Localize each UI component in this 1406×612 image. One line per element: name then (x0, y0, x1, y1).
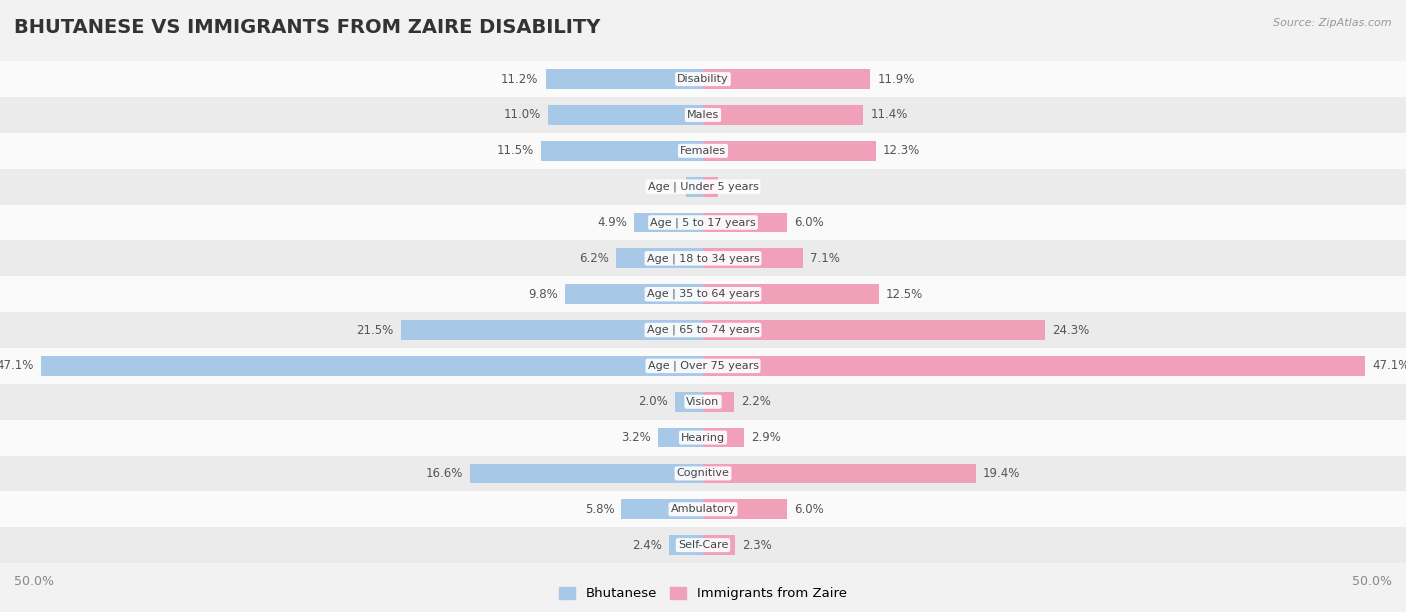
Text: 50.0%: 50.0% (1353, 575, 1392, 588)
Text: BHUTANESE VS IMMIGRANTS FROM ZAIRE DISABILITY: BHUTANESE VS IMMIGRANTS FROM ZAIRE DISAB… (14, 18, 600, 37)
Text: 2.0%: 2.0% (638, 395, 668, 408)
Bar (703, 141, 876, 161)
Bar (621, 499, 703, 519)
Text: 21.5%: 21.5% (357, 324, 394, 337)
Text: 5.8%: 5.8% (585, 503, 614, 516)
Text: 11.2%: 11.2% (501, 73, 538, 86)
Bar (669, 536, 703, 555)
Bar (703, 392, 734, 412)
Bar (703, 212, 787, 233)
Bar (703, 248, 803, 268)
Bar (546, 69, 703, 89)
Text: 3.2%: 3.2% (621, 431, 651, 444)
Bar (616, 248, 703, 268)
Bar (401, 320, 703, 340)
Text: Hearing: Hearing (681, 433, 725, 442)
Text: 2.9%: 2.9% (751, 431, 780, 444)
Text: 6.0%: 6.0% (794, 503, 824, 516)
Text: 1.2%: 1.2% (650, 180, 679, 193)
Bar (703, 536, 735, 555)
Text: 9.8%: 9.8% (529, 288, 558, 300)
Bar (470, 463, 703, 483)
Bar (541, 141, 703, 161)
Bar (703, 463, 976, 483)
Bar (0, 455, 1406, 491)
Bar (658, 428, 703, 447)
Bar (0, 133, 1406, 169)
Bar (41, 356, 703, 376)
Text: 47.1%: 47.1% (0, 359, 34, 372)
Text: 11.0%: 11.0% (505, 108, 541, 121)
Text: 12.5%: 12.5% (886, 288, 922, 300)
Text: Self-Care: Self-Care (678, 540, 728, 550)
Bar (703, 356, 1365, 376)
Bar (703, 177, 718, 196)
Text: 50.0%: 50.0% (14, 575, 53, 588)
Text: Disability: Disability (678, 74, 728, 84)
Text: 4.9%: 4.9% (598, 216, 627, 229)
Legend: Bhutanese, Immigrants from Zaire: Bhutanese, Immigrants from Zaire (554, 581, 852, 605)
Bar (675, 392, 703, 412)
Text: 2.2%: 2.2% (741, 395, 770, 408)
Text: Vision: Vision (686, 397, 720, 407)
Text: Age | 65 to 74 years: Age | 65 to 74 years (647, 325, 759, 335)
Text: 16.6%: 16.6% (425, 467, 463, 480)
Bar (548, 105, 703, 125)
Text: Age | Over 75 years: Age | Over 75 years (648, 360, 758, 371)
Text: 2.4%: 2.4% (633, 539, 662, 551)
Bar (0, 241, 1406, 276)
Bar (703, 320, 1045, 340)
Text: 19.4%: 19.4% (983, 467, 1021, 480)
Text: Ambulatory: Ambulatory (671, 504, 735, 514)
Text: Age | 18 to 34 years: Age | 18 to 34 years (647, 253, 759, 264)
Bar (0, 276, 1406, 312)
Bar (0, 527, 1406, 563)
Text: Cognitive: Cognitive (676, 468, 730, 479)
Bar (0, 312, 1406, 348)
Text: Age | 5 to 17 years: Age | 5 to 17 years (650, 217, 756, 228)
Bar (686, 177, 703, 196)
Text: 7.1%: 7.1% (810, 252, 839, 265)
Bar (0, 384, 1406, 420)
Text: Age | 35 to 64 years: Age | 35 to 64 years (647, 289, 759, 299)
Text: 11.5%: 11.5% (498, 144, 534, 157)
Bar (703, 105, 863, 125)
Text: 6.0%: 6.0% (794, 216, 824, 229)
Bar (0, 61, 1406, 97)
Bar (0, 97, 1406, 133)
Text: Source: ZipAtlas.com: Source: ZipAtlas.com (1274, 18, 1392, 28)
Bar (565, 285, 703, 304)
Bar (0, 169, 1406, 204)
Bar (0, 491, 1406, 527)
Bar (703, 285, 879, 304)
Bar (703, 69, 870, 89)
Text: 24.3%: 24.3% (1052, 324, 1088, 337)
Text: 1.1%: 1.1% (725, 180, 755, 193)
Text: 2.3%: 2.3% (742, 539, 772, 551)
Text: 11.4%: 11.4% (870, 108, 908, 121)
Text: Males: Males (688, 110, 718, 120)
Text: Age | Under 5 years: Age | Under 5 years (648, 181, 758, 192)
Bar (703, 428, 744, 447)
Text: Females: Females (681, 146, 725, 156)
Bar (703, 499, 787, 519)
Text: 6.2%: 6.2% (579, 252, 609, 265)
Bar (0, 204, 1406, 241)
Text: 47.1%: 47.1% (1372, 359, 1406, 372)
Bar (0, 348, 1406, 384)
Bar (634, 212, 703, 233)
Text: 11.9%: 11.9% (877, 73, 915, 86)
Text: 12.3%: 12.3% (883, 144, 920, 157)
Bar (0, 420, 1406, 455)
